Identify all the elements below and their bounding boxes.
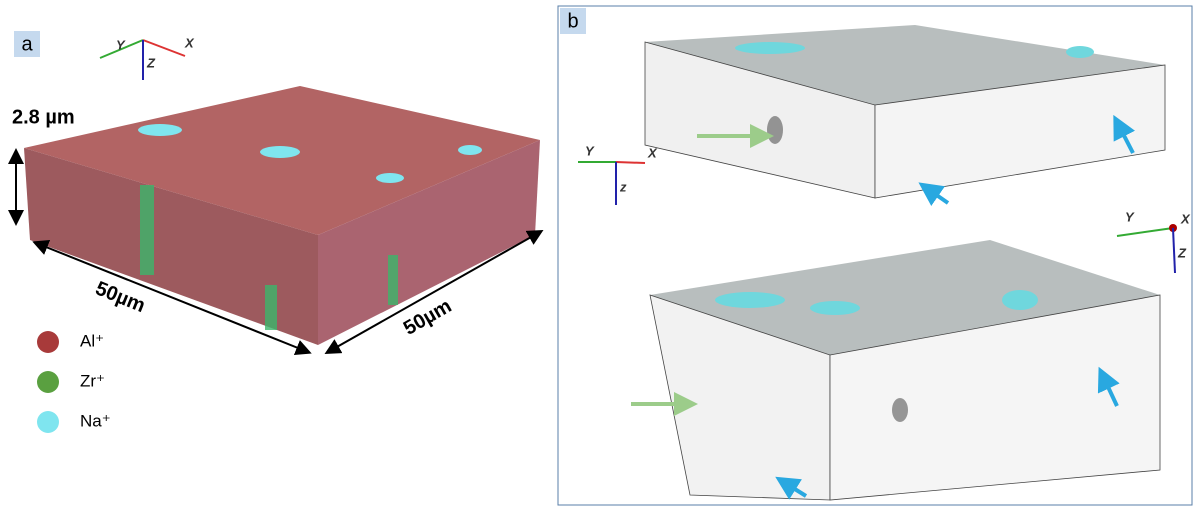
- na-particle: [735, 42, 805, 54]
- panel-a: a Y X Z 2.8 µm 50µm 50µm: [12, 31, 540, 433]
- panel-label: b: [567, 10, 578, 32]
- axis-label: z: [619, 179, 627, 194]
- axis-label: Y: [116, 37, 126, 52]
- axis-label: X: [184, 35, 195, 50]
- axis-label: Y: [1125, 209, 1135, 224]
- legend-label: Al⁺: [80, 331, 104, 350]
- na-particle: [1066, 46, 1094, 58]
- axis-label: X: [647, 145, 658, 160]
- thickness-label: 2.8 µm: [12, 106, 75, 128]
- axis-label: Z: [1177, 245, 1187, 260]
- axis-label: Z: [146, 55, 156, 70]
- depth-label: 50µm: [400, 295, 456, 340]
- dark-feature: [892, 398, 908, 422]
- legend-swatch: [37, 371, 59, 393]
- width-label: 50µm: [92, 277, 148, 317]
- na-particle: [458, 145, 482, 155]
- panel-label: a: [21, 33, 33, 55]
- zr-streak: [388, 255, 398, 305]
- x-axis-arrow: [616, 162, 645, 163]
- panel-b: b Y X z: [558, 6, 1192, 505]
- legend-label: Zr⁺: [80, 371, 105, 390]
- zr-streak: [265, 285, 277, 330]
- sample-block: [24, 86, 540, 345]
- legend: Al⁺ Zr⁺ Na⁺: [37, 331, 111, 433]
- zr-streak: [140, 185, 154, 275]
- na-particle: [715, 292, 785, 308]
- legend-swatch: [37, 331, 59, 353]
- axis-label: X: [1180, 211, 1191, 226]
- axis-triad: Y X Z: [100, 35, 195, 80]
- dark-feature: [767, 116, 783, 144]
- figure: a Y X Z 2.8 µm 50µm 50µm: [0, 0, 1193, 506]
- na-particle: [376, 173, 404, 183]
- axis-label: Y: [585, 143, 595, 158]
- na-particle: [810, 301, 860, 315]
- na-particle: [1002, 290, 1038, 310]
- legend-label: Na⁺: [80, 411, 111, 430]
- legend-swatch: [37, 411, 59, 433]
- na-particle: [138, 124, 182, 136]
- na-particle: [260, 146, 300, 158]
- x-axis-arrow: [143, 40, 185, 56]
